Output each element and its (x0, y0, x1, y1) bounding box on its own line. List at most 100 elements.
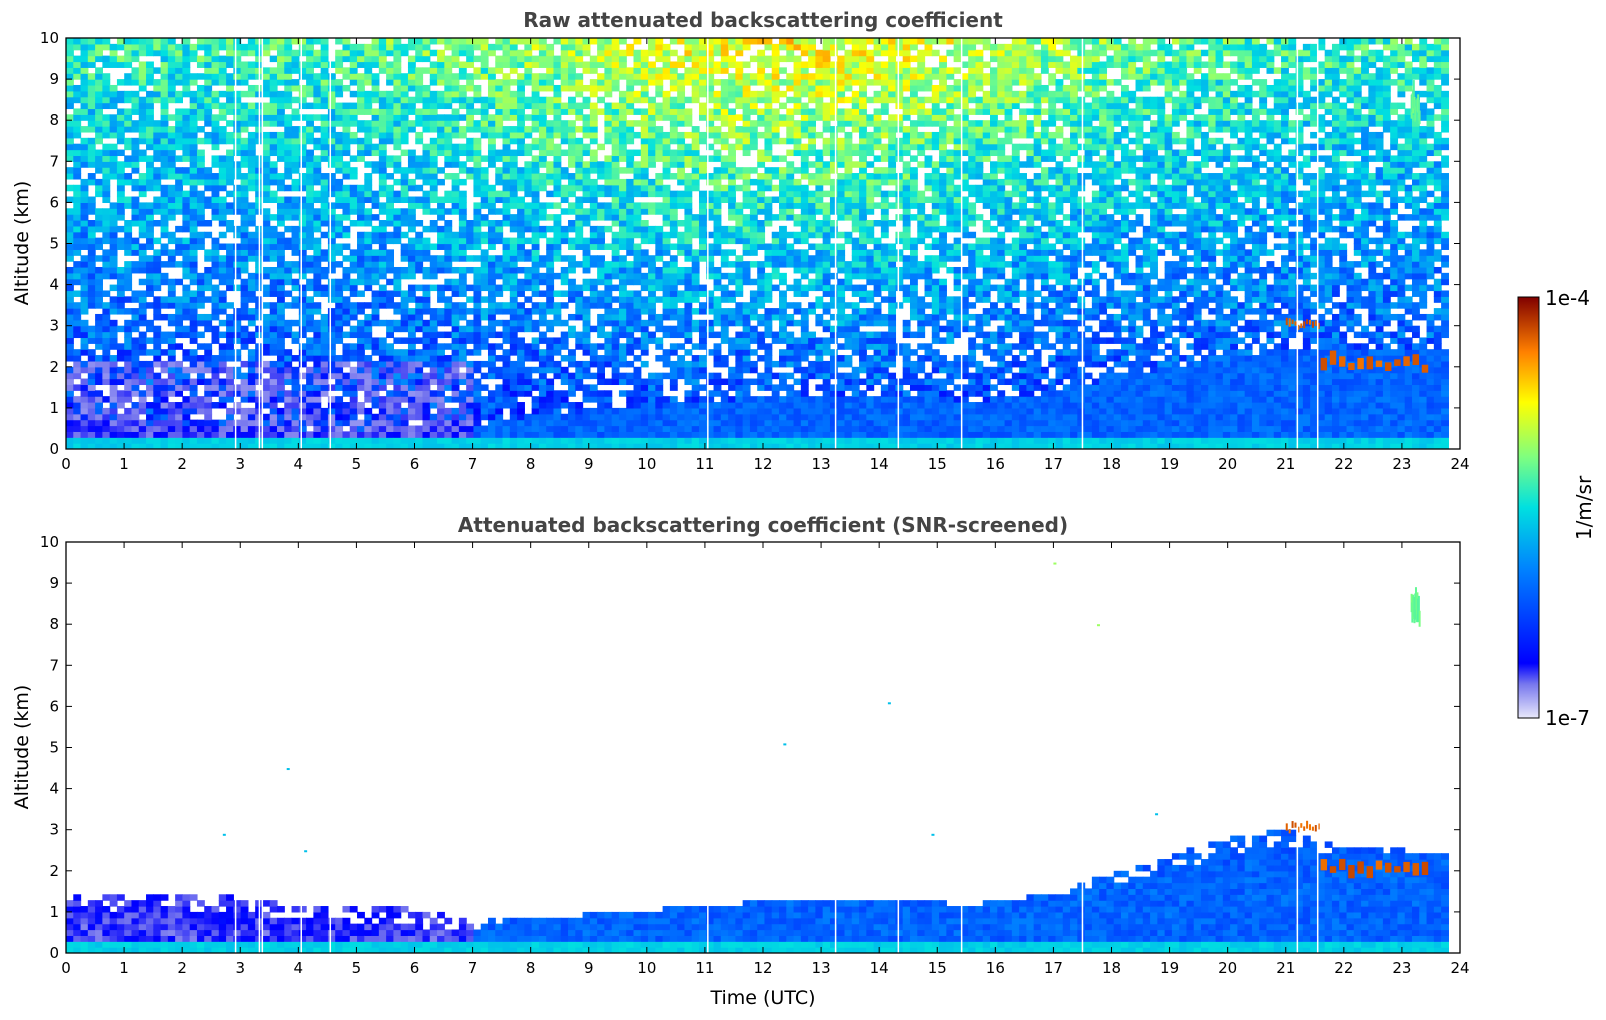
heatmap-cell (611, 431, 620, 438)
heatmap-cell (626, 155, 635, 162)
heatmap-cell (298, 425, 307, 432)
heatmap-cell (502, 284, 511, 292)
heatmap-cell (626, 296, 635, 303)
heatmap-cell (378, 90, 387, 98)
heatmap-cell (524, 167, 533, 174)
heatmap-cell (400, 49, 409, 57)
heatmap-cell (218, 196, 227, 203)
heatmap-cell (342, 402, 351, 409)
heatmap-cell (437, 437, 445, 444)
heatmap-cell (597, 407, 606, 415)
heatmap-cell (415, 73, 424, 80)
heatmap-cell (124, 90, 133, 98)
heatmap-cell (182, 55, 191, 63)
heatmap-cell (677, 167, 686, 174)
heatmap-cell (502, 437, 511, 444)
heatmap-cell (495, 261, 504, 268)
heatmap-cell (182, 384, 191, 391)
heatmap-cell (386, 343, 395, 350)
heatmap-cell (218, 220, 227, 227)
heatmap-cell (226, 149, 234, 157)
heatmap-cell (218, 360, 227, 368)
heatmap-cell (80, 161, 89, 168)
heatmap-cell (560, 266, 569, 274)
heatmap-cell (276, 284, 285, 292)
heatmap-cell (626, 220, 635, 227)
heatmap-cell (618, 67, 627, 74)
heatmap-cell (66, 331, 74, 339)
heatmap-cell (175, 49, 184, 57)
heatmap-cell (669, 173, 678, 180)
heatmap-cell (415, 231, 424, 239)
heatmap-cell (546, 343, 555, 350)
heatmap-cell (684, 437, 693, 444)
heatmap-cell (437, 296, 445, 303)
heatmap-cell (87, 331, 96, 339)
heatmap-cell (306, 366, 314, 374)
heatmap-cell (451, 108, 460, 115)
heatmap-cell (327, 231, 336, 239)
heatmap-cell (531, 137, 540, 145)
heatmap-cell (131, 261, 140, 268)
heatmap-cell (182, 243, 191, 250)
heatmap-cell (604, 161, 613, 168)
heatmap-cell (95, 266, 103, 274)
heatmap-cell (131, 390, 140, 397)
heatmap-cell (691, 425, 700, 432)
heatmap-cell (531, 261, 540, 268)
heatmap-cell (706, 266, 715, 274)
heatmap-cell (73, 325, 82, 333)
heatmap-cell (298, 384, 307, 391)
heatmap-cell (204, 178, 213, 186)
heatmap-cell (357, 108, 365, 115)
heatmap-cell (546, 360, 555, 368)
heatmap-cell (66, 61, 74, 68)
heatmap-cell (706, 214, 715, 221)
heatmap-cell (306, 349, 314, 356)
heatmap-cell (560, 126, 569, 133)
heatmap-cell (437, 313, 445, 321)
heatmap-cell (538, 143, 547, 151)
heatmap-cell (575, 49, 584, 57)
heatmap-cell (495, 231, 504, 239)
heatmap-cell (349, 249, 358, 256)
heatmap-cell (444, 296, 453, 303)
heatmap-cell (131, 120, 140, 127)
heatmap-cell (648, 126, 656, 133)
heatmap-cell (66, 220, 74, 227)
heatmap-cell (393, 290, 402, 297)
heatmap-cell (167, 114, 176, 121)
heatmap-cell (73, 302, 82, 309)
heatmap-cell (524, 225, 533, 233)
heatmap-cell (386, 378, 395, 386)
heatmap-cell (109, 384, 118, 391)
heatmap-cell (582, 308, 591, 315)
heatmap-cell (291, 178, 300, 186)
heatmap-cell (284, 61, 293, 68)
heatmap-cell (211, 49, 220, 57)
heatmap-cell (560, 237, 569, 245)
heatmap-cell (546, 214, 555, 221)
heatmap-cell (648, 437, 656, 444)
heatmap-cell (306, 90, 314, 98)
heatmap-cell (269, 384, 278, 391)
heatmap-cell (517, 284, 525, 292)
heatmap-cell (335, 313, 344, 321)
heatmap-cell (444, 155, 453, 162)
heatmap-cell (531, 255, 540, 262)
heatmap-cell (80, 402, 89, 409)
heatmap-cell (669, 161, 678, 168)
heatmap-cell (349, 167, 358, 174)
heatmap-cell (466, 137, 475, 145)
heatmap-cell (400, 178, 409, 186)
heatmap-cell (386, 202, 395, 209)
heatmap-cell (182, 126, 191, 133)
heatmap-cell (66, 413, 74, 421)
heatmap-cell (233, 243, 242, 250)
heatmap-cell (284, 372, 293, 380)
heatmap-cell (276, 184, 285, 192)
heatmap-cell (160, 114, 169, 121)
heatmap-cell (146, 167, 154, 174)
heatmap-cell (313, 337, 322, 344)
heatmap-cell (393, 108, 402, 115)
